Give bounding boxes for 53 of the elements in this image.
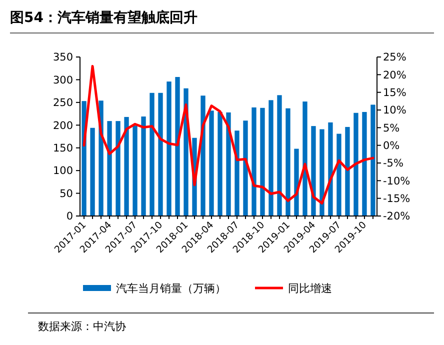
bar bbox=[302, 102, 308, 216]
bar bbox=[234, 130, 240, 216]
y2-tick-label: 0% bbox=[383, 140, 400, 152]
bar bbox=[286, 108, 290, 216]
bar bbox=[370, 104, 376, 216]
y2-tick-label: -5% bbox=[383, 158, 404, 170]
y2-tick-label: 20% bbox=[383, 69, 406, 82]
source-note: 数据来源：中汽协 bbox=[38, 320, 126, 333]
y-tick-label: 300 bbox=[52, 74, 73, 86]
y-tick-label: 200 bbox=[52, 120, 73, 132]
bar bbox=[218, 112, 222, 216]
bar bbox=[354, 112, 358, 216]
bar bbox=[141, 116, 146, 216]
bar bbox=[107, 121, 112, 216]
y2-tick-label: 15% bbox=[383, 87, 406, 100]
y2-tick-label: -15% bbox=[383, 193, 410, 206]
bar bbox=[132, 126, 138, 216]
y2-tick-label: 5% bbox=[383, 122, 400, 134]
bar bbox=[268, 100, 274, 216]
bar bbox=[362, 112, 367, 216]
bar bbox=[209, 110, 214, 216]
legend-label: 同比增速 bbox=[288, 282, 332, 295]
bar bbox=[90, 128, 95, 216]
bar bbox=[328, 122, 333, 216]
bar bbox=[226, 112, 231, 216]
y-tick-label: 0 bbox=[66, 210, 73, 223]
y-tick-label: 100 bbox=[52, 165, 73, 178]
bar bbox=[158, 92, 163, 216]
bar bbox=[166, 82, 172, 216]
bar bbox=[175, 76, 180, 216]
line-series bbox=[82, 64, 374, 205]
bar bbox=[252, 107, 256, 216]
bar bbox=[243, 120, 248, 216]
bar bbox=[124, 116, 129, 216]
y-tick-label: 350 bbox=[52, 52, 73, 64]
bar bbox=[277, 95, 282, 216]
y2-tick-label: -10% bbox=[383, 175, 410, 188]
bar bbox=[311, 126, 316, 216]
bar bbox=[320, 129, 324, 216]
y2-tick-label: 10% bbox=[383, 104, 406, 117]
bar bbox=[150, 92, 154, 216]
y-tick-label: 250 bbox=[52, 97, 73, 110]
bar bbox=[336, 134, 342, 216]
y-tick-label: 150 bbox=[52, 142, 73, 155]
bar bbox=[116, 121, 120, 216]
bar bbox=[345, 126, 350, 216]
bar bbox=[260, 108, 265, 216]
bar bbox=[294, 148, 299, 216]
legend-label: 汽车当月销量（万辆） bbox=[116, 282, 226, 295]
y-tick-label: 50 bbox=[60, 188, 73, 200]
y2-tick-label: 25% bbox=[383, 52, 406, 64]
y2-tick-label: -20% bbox=[383, 210, 410, 223]
chart-title: 图54：汽车销量有望触底回升 bbox=[10, 9, 198, 26]
